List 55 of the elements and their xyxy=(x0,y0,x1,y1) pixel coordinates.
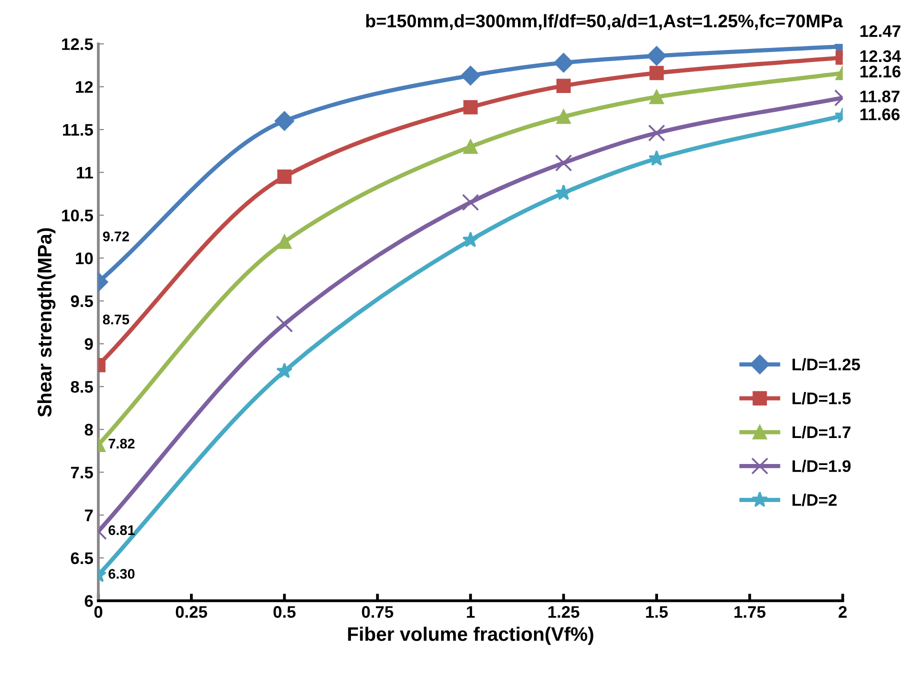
data-label: 11.66 xyxy=(860,108,900,120)
x-tick-label: 1.25 xyxy=(548,606,580,618)
point xyxy=(462,194,480,211)
x-tick-label: 1.5 xyxy=(646,606,668,618)
chart-title: b=150mm,d=300mm,lf/df=50,a/d=1,Ast=1.25%,fc=70MPa xyxy=(366,14,843,30)
legend-label: L/D=1.25 xyxy=(792,358,860,371)
x-tick-label: 1.75 xyxy=(734,606,766,618)
y-tick-label: 8.5 xyxy=(70,380,94,393)
y-tick-label: 11.5 xyxy=(63,124,94,136)
y-tick-label: 6.5 xyxy=(70,552,94,564)
x-tick-label: 0.25 xyxy=(176,606,208,618)
x-tick-label: 0.5 xyxy=(274,606,296,618)
point xyxy=(646,46,666,66)
y-tick-label: 11 xyxy=(76,166,94,178)
y-tick-label: 9 xyxy=(84,338,93,350)
point xyxy=(555,184,572,200)
x-tick-label: 1 xyxy=(466,606,475,618)
y-tick-label: 7.5 xyxy=(71,466,94,478)
point xyxy=(462,232,479,248)
legend-label: L/D=1.9 xyxy=(792,460,851,472)
point xyxy=(556,110,571,124)
data-label: 6.30 xyxy=(108,568,135,579)
data-label: 6.81 xyxy=(108,525,135,536)
legend-label: L/D=1.5 xyxy=(792,392,851,404)
point xyxy=(554,52,574,72)
data-label: 12.47 xyxy=(860,25,900,37)
data-label: 12.34 xyxy=(860,50,902,62)
point xyxy=(555,154,572,172)
x-tick-label: 0.75 xyxy=(362,606,394,618)
point xyxy=(649,66,664,80)
y-tick-label: 8 xyxy=(84,424,93,436)
y-tick-label: 6 xyxy=(84,595,93,607)
y-tick-label: 7 xyxy=(84,510,93,522)
y-tick-label: 10 xyxy=(76,252,93,264)
data-label: 9.72 xyxy=(102,231,129,242)
x-axis-title: Fiber volume fraction(Vf%) xyxy=(348,626,594,645)
y-tick-label: 12 xyxy=(76,81,93,93)
y-tick-label: 9.5 xyxy=(70,295,94,308)
y-tick-label: 10.5 xyxy=(62,210,94,222)
x-tick-label: 2 xyxy=(838,606,847,618)
legend-label: L/D=2 xyxy=(792,494,837,506)
data-label: 11.87 xyxy=(860,90,900,102)
point xyxy=(463,140,478,154)
y-tick-label: 12.5 xyxy=(62,38,94,50)
legend-label: L/D=1.7 xyxy=(792,426,850,438)
x-tick-label: 0 xyxy=(94,606,102,618)
point xyxy=(460,66,480,86)
y-axis-title: Shear strength(MPa) xyxy=(37,228,56,417)
point xyxy=(463,100,478,114)
data-label: 8.75 xyxy=(102,314,130,324)
data-label: 12.16 xyxy=(860,66,900,78)
point xyxy=(556,78,571,94)
point xyxy=(648,124,666,142)
data-label: 7.82 xyxy=(108,438,135,449)
point xyxy=(649,90,664,104)
